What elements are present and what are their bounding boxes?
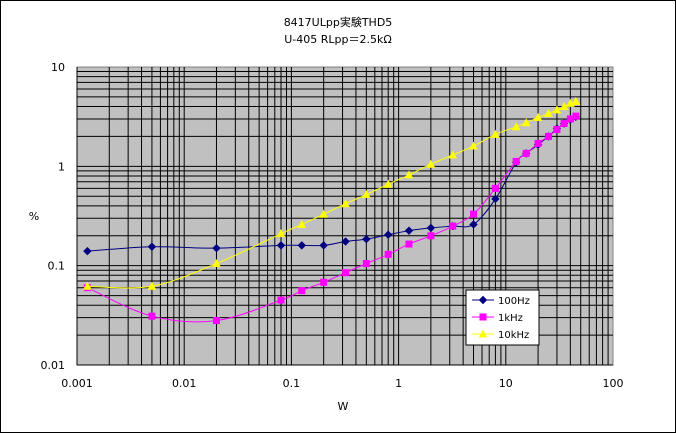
chart-title-line1: 8417ULpp実験THD5: [284, 15, 393, 29]
data-point-10khz: [83, 281, 92, 290]
data-point-10khz: [212, 259, 221, 268]
data-point-10khz: [521, 118, 531, 127]
data-point-100hz: [147, 242, 157, 251]
data-point-10khz: [404, 170, 414, 179]
data-point-1khz: [320, 278, 328, 286]
legend: 100Hz 1kHz 10kHz: [465, 289, 540, 346]
data-point-1khz: [427, 232, 435, 240]
series-10khz: [83, 96, 581, 290]
x-tick-label: 0.1: [283, 377, 301, 390]
data-point-1khz: [534, 139, 542, 147]
data-point-100hz: [297, 241, 306, 250]
data-point-10khz: [341, 199, 350, 208]
series-line-10khz: [87, 100, 576, 289]
data-point-10khz: [147, 281, 157, 290]
x-tick-label: 10: [499, 377, 513, 390]
legend-label-1khz: 1kHz: [498, 313, 523, 324]
x-tick-label: 1: [395, 377, 402, 390]
data-point-1khz: [405, 240, 413, 248]
data-point-10khz: [448, 150, 458, 159]
series-layer: [83, 96, 581, 325]
data-point-100hz: [341, 237, 350, 246]
data-point-100hz: [212, 243, 221, 253]
y-tick-label: 0.01: [41, 359, 66, 372]
y-tick-label: 1: [58, 160, 65, 173]
data-point-10khz: [533, 112, 543, 122]
data-point-1khz: [384, 250, 392, 258]
data-point-10khz: [319, 209, 329, 218]
data-point-1khz: [148, 312, 156, 320]
y-tick-label: 10: [51, 61, 65, 74]
legend-label-100hz: 100Hz: [498, 296, 530, 307]
data-point-10khz: [511, 122, 521, 131]
data-point-10khz: [297, 219, 307, 228]
data-point-100hz: [83, 246, 92, 256]
data-point-100hz: [469, 220, 478, 229]
data-point-1khz: [512, 157, 520, 165]
legend-label-10khz: 10kHz: [498, 330, 529, 341]
data-point-1khz: [212, 317, 220, 325]
data-point-10khz: [361, 189, 371, 199]
data-point-100hz: [491, 194, 500, 204]
legend-marker-1khz: [479, 313, 487, 321]
y-tick-label: 0.1: [48, 260, 66, 273]
data-point-10khz: [383, 179, 393, 188]
data-point-10khz: [559, 101, 569, 111]
data-point-1khz: [560, 119, 568, 127]
data-point-1khz: [572, 112, 580, 120]
data-point-1khz: [544, 132, 552, 140]
data-point-1khz: [362, 260, 370, 268]
data-point-10khz: [469, 141, 478, 150]
data-point-1khz: [298, 287, 306, 295]
data-point-10khz: [426, 159, 436, 168]
chart-title-line2: U-405 RLpp＝2.5kΩ: [284, 33, 392, 46]
data-point-10khz: [544, 108, 553, 118]
x-axis-label: W: [338, 400, 349, 413]
data-point-10khz: [491, 129, 500, 138]
data-point-1khz: [470, 210, 478, 218]
gridlines: [76, 67, 613, 366]
data-point-10khz: [571, 96, 581, 105]
data-point-1khz: [342, 269, 350, 277]
data-point-1khz: [522, 149, 530, 157]
data-point-100hz: [362, 234, 371, 244]
legend-marker-10khz: [478, 329, 488, 338]
series-1khz: [83, 112, 580, 325]
x-tick-label: 0.001: [61, 377, 93, 390]
data-point-100hz: [426, 223, 436, 233]
data-point-100hz: [319, 241, 328, 250]
x-tick-label: 0.01: [172, 377, 197, 390]
x-tick-labels: 0.001 0.01 0.1 1 10 100: [61, 377, 623, 390]
data-point-100hz: [276, 241, 286, 250]
data-point-100hz: [384, 230, 393, 239]
data-point-1khz: [553, 125, 561, 133]
data-point-1khz: [277, 296, 285, 304]
y-tick-labels: 0.01 0.1 1 10: [41, 61, 66, 372]
data-point-1khz: [491, 184, 499, 192]
data-point-10khz: [276, 229, 286, 238]
y-axis-label: %: [29, 210, 39, 223]
data-point-100hz: [404, 226, 414, 235]
legend-marker-100hz: [478, 295, 488, 305]
x-tick-label: 100: [603, 377, 624, 390]
data-point-10khz: [552, 105, 562, 114]
data-point-1khz: [449, 222, 457, 230]
series-line-1khz: [87, 115, 577, 323]
